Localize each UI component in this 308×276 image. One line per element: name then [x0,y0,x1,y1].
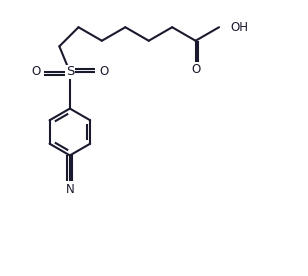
Text: OH: OH [230,21,249,34]
Text: O: O [191,63,200,76]
Text: O: O [99,65,108,78]
Text: O: O [31,65,41,78]
Text: N: N [66,183,74,196]
Text: S: S [66,65,74,78]
